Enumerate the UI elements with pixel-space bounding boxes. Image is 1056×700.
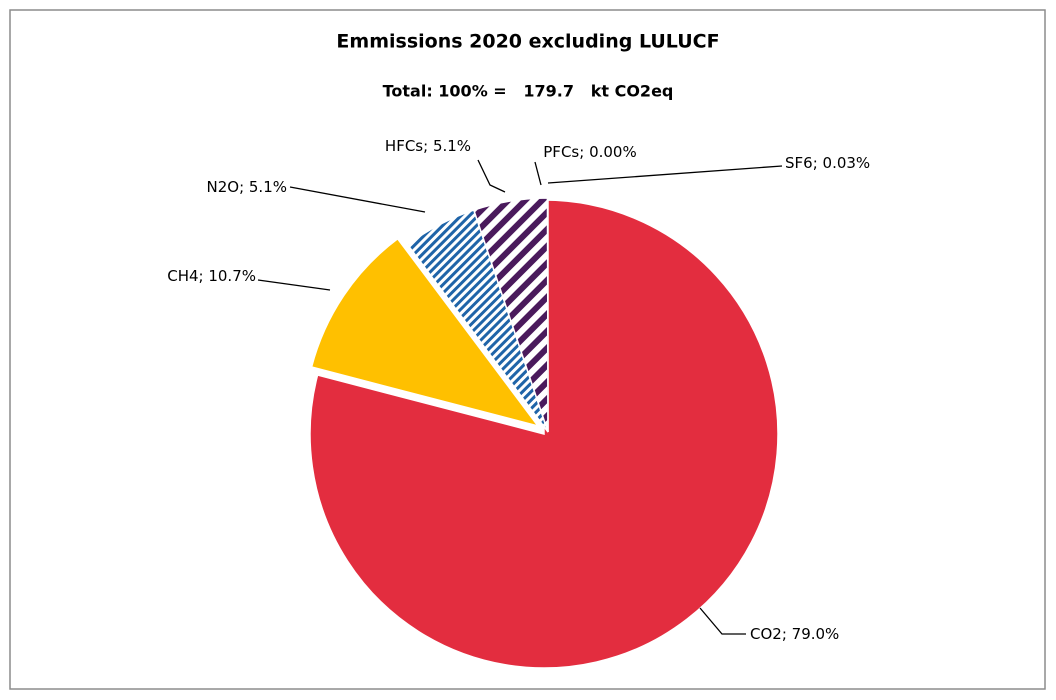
label-value: 5.1%: [433, 137, 471, 155]
leader-line: [699, 607, 746, 635]
pie-slice: [310, 237, 540, 428]
data-label: N2O; 5.1%: [206, 178, 287, 196]
leader-line: [257, 279, 331, 291]
data-label: CH4; 10.7%: [167, 267, 256, 285]
label-category: SF6: [785, 154, 813, 172]
label-category: CO2: [750, 625, 782, 643]
label-value: 0.03%: [823, 154, 871, 172]
data-label: HFCs; 5.1%: [385, 137, 471, 155]
chart-subtitle: Total: 100% = 179.7 kt CO2eq: [383, 82, 674, 101]
leader-line: [477, 159, 506, 193]
label-separator: ;: [782, 625, 792, 643]
pie-slice: [309, 199, 779, 669]
label-value: 5.1%: [249, 178, 287, 196]
label-separator: ;: [423, 137, 433, 155]
label-separator: ;: [199, 267, 209, 285]
leader-line: [534, 161, 542, 186]
label-separator: ;: [813, 154, 823, 172]
data-label: CO2; 79.0%: [750, 625, 839, 643]
label-category: N2O: [206, 178, 239, 196]
data-label: PFCs; 0.00%: [543, 143, 636, 161]
data-label: SF6; 0.03%: [785, 154, 870, 172]
label-category: PFCs: [543, 143, 579, 161]
label-value: 79.0%: [792, 625, 840, 643]
label-separator: ;: [239, 178, 249, 196]
label-value: 0.00%: [589, 143, 637, 161]
label-category: CH4: [167, 267, 198, 285]
chart-title: Emmissions 2020 excluding LULUCF: [336, 31, 719, 53]
label-value: 10.7%: [208, 267, 256, 285]
label-category: HFCs: [385, 137, 423, 155]
label-separator: ;: [579, 143, 589, 161]
leader-line: [547, 165, 783, 184]
leader-line: [289, 186, 426, 213]
